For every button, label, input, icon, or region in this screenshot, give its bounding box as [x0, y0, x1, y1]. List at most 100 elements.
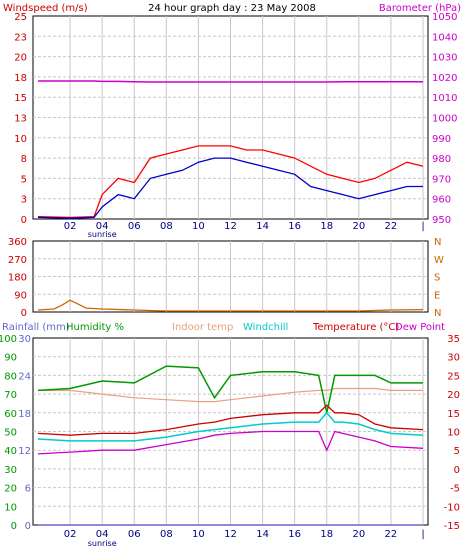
humidity-tick-label: 100	[0, 334, 17, 345]
wind-tick-label: 18	[14, 73, 27, 84]
wind-axis-title: Windspeed (m/s)	[3, 3, 88, 14]
barometer-tick-label: 1050	[432, 12, 457, 23]
humidity-tick-label: 90	[4, 353, 17, 364]
x-tick-label: 14	[256, 221, 269, 232]
x-tick-label: 06	[128, 221, 141, 232]
wind-tick-label: 23	[14, 32, 27, 43]
barometer-tick-label: 1020	[432, 73, 457, 84]
wind-tick-label: 15	[14, 93, 27, 104]
wind-tick-label: 3	[21, 195, 27, 206]
temperature-tick-label: 20	[447, 390, 460, 401]
x-tick-label: 20	[352, 221, 365, 232]
temperature-tick-label: 30	[447, 353, 460, 364]
rainfall-tick-label: 30	[18, 334, 31, 345]
humidity-tick-label: 0	[11, 521, 17, 532]
x-tick-label: 06	[128, 529, 141, 540]
direction-degree-label: 270	[8, 255, 27, 266]
x-tick-label: 20	[352, 529, 365, 540]
x-tick-label: 10	[192, 529, 205, 540]
temperature-tick-label: 10	[447, 428, 460, 439]
legend-entry: Dew Point	[395, 322, 445, 333]
temperature-line	[37, 404, 424, 436]
barometer-tick-label: 1000	[432, 114, 457, 125]
sunrise-label: sunrise	[88, 230, 117, 239]
x-tick-label: |	[421, 529, 424, 540]
direction-degree-label: 180	[8, 273, 27, 284]
sunrise-label: sunrise	[88, 539, 117, 548]
direction-compass-label: W	[434, 255, 444, 266]
barometer-tick-label: 1030	[432, 53, 457, 64]
temperature-tick-label: -10	[444, 502, 460, 513]
barometer-tick-label: 980	[432, 154, 451, 165]
legend-entry: Windchill	[243, 322, 288, 333]
barometer-tick-label: 1010	[432, 93, 457, 104]
x-tick-label: 10	[192, 221, 205, 232]
x-tick-label: 04	[96, 221, 109, 232]
direction-degree-label: 90	[14, 290, 27, 301]
legend-entry: Rainfall (mm)	[2, 322, 70, 333]
humidity-tick-label: 10	[4, 502, 17, 513]
direction-compass-label: E	[434, 290, 440, 301]
direction-compass-label: N	[434, 308, 441, 319]
direction-degree-label: 0	[21, 308, 27, 319]
wind-tick-label: 0	[21, 215, 27, 226]
rainfall-tick-label: 6	[25, 484, 31, 495]
x-tick-label: 04	[96, 529, 109, 540]
direction-degree-label: 360	[8, 237, 27, 248]
rainfall-tick-label: 0	[25, 521, 31, 532]
x-tick-label: 08	[160, 529, 173, 540]
windchill-line	[37, 411, 424, 442]
rainfall-tick-label: 24	[18, 371, 31, 382]
chart-title: 24 hour graph day : 23 May 2008	[148, 3, 316, 14]
rainfall-tick-label: 12	[18, 446, 31, 457]
x-tick-label: 22	[385, 529, 398, 540]
humidity-line	[37, 365, 423, 413]
x-tick-label: 16	[288, 529, 301, 540]
humidity-tick-label: 50	[4, 428, 17, 439]
wind-tick-label: 10	[14, 134, 27, 145]
legend-entry: Humidity %	[66, 322, 124, 333]
rainfall-tick-label: 18	[18, 409, 31, 420]
x-tick-label: |	[421, 221, 424, 232]
dew-point-line	[37, 430, 424, 455]
x-tick-label: 14	[256, 529, 269, 540]
humidity-tick-label: 70	[4, 390, 17, 401]
humidity-tick-label: 80	[4, 371, 17, 382]
x-tick-label: 12	[224, 221, 237, 232]
wind-tick-label: 25	[14, 12, 27, 23]
x-tick-label: 18	[320, 221, 333, 232]
temperature-tick-label: 5	[454, 446, 460, 457]
indoor-temp-line	[38, 387, 423, 403]
temperature-tick-label: 15	[447, 409, 460, 420]
wind-tick-label: 13	[14, 114, 27, 125]
temperature-tick-label: -5	[450, 484, 460, 495]
x-tick-label: 16	[288, 221, 301, 232]
wind-tick-label: 8	[21, 154, 27, 165]
temperature-tick-label: -15	[444, 521, 460, 532]
humidity-tick-label: 20	[4, 484, 17, 495]
wind-tick-label: 20	[14, 53, 27, 64]
x-tick-label: 02	[64, 221, 77, 232]
wind-average-line	[37, 157, 423, 219]
x-tick-label: 08	[160, 221, 173, 232]
temperature-tick-label: 25	[447, 371, 460, 382]
x-tick-label: 22	[385, 221, 398, 232]
direction-compass-label: S	[434, 273, 440, 284]
wind-tick-label: 5	[21, 174, 27, 185]
direction-compass-label: N	[434, 237, 441, 248]
legend-entry: Temperature (°C)	[312, 322, 399, 333]
wind-direction-line	[37, 299, 424, 312]
barometer-tick-label: 1040	[432, 32, 457, 43]
humidity-tick-label: 30	[4, 465, 17, 476]
barometer-tick-label: 950	[432, 215, 451, 226]
x-tick-label: 02	[64, 529, 77, 540]
barometer-axis-title: Barometer (hPa)	[379, 3, 461, 14]
temperature-tick-label: 35	[447, 334, 460, 345]
humidity-tick-label: 40	[4, 446, 17, 457]
barometer-tick-label: 990	[432, 134, 451, 145]
humidity-tick-label: 60	[4, 409, 17, 420]
wind-gust-line	[37, 145, 424, 219]
x-tick-label: 18	[320, 529, 333, 540]
